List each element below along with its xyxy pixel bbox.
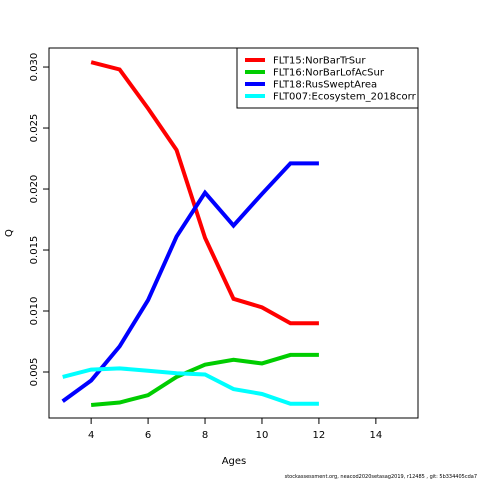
x-axis-label: Ages xyxy=(222,456,247,467)
series-line xyxy=(61,161,319,403)
y-tick-label: 0.015 xyxy=(29,236,40,265)
y-axis-label: Q xyxy=(4,229,15,237)
x-tick-label: 10 xyxy=(256,430,269,441)
x-tick-label: 4 xyxy=(88,430,94,441)
x-tick-label: 14 xyxy=(369,430,382,441)
legend-box xyxy=(236,47,419,109)
plot-frame xyxy=(48,47,419,419)
legend-label: FLT007:Ecosystem_2018corr xyxy=(273,92,417,103)
y-tick-label: 0.005 xyxy=(29,358,40,387)
x-tick-label: 6 xyxy=(145,430,151,441)
series-line xyxy=(62,366,319,406)
legend-label: FLT18:RusSweptArea xyxy=(273,80,377,91)
x-tick-label: 8 xyxy=(202,430,208,441)
series-line xyxy=(90,352,319,407)
y-tick-label: 0.025 xyxy=(29,114,40,143)
x-tick-label: 12 xyxy=(313,430,326,441)
legend-label: FLT15:NorBarTrSur xyxy=(273,56,366,67)
footer: stockassessment.org, neacod2020setasag20… xyxy=(285,474,477,480)
y-tick-label: 0.030 xyxy=(29,53,40,82)
legend-label: FLT16:NorBarLofAcSur xyxy=(273,68,385,79)
y-tick-label: 0.020 xyxy=(29,175,40,204)
series-line xyxy=(90,60,319,326)
y-tick-label: 0.010 xyxy=(29,297,40,326)
legend: FLT15:NorBarTrSurFLT16:NorBarLofAcSurFLT… xyxy=(236,47,419,109)
